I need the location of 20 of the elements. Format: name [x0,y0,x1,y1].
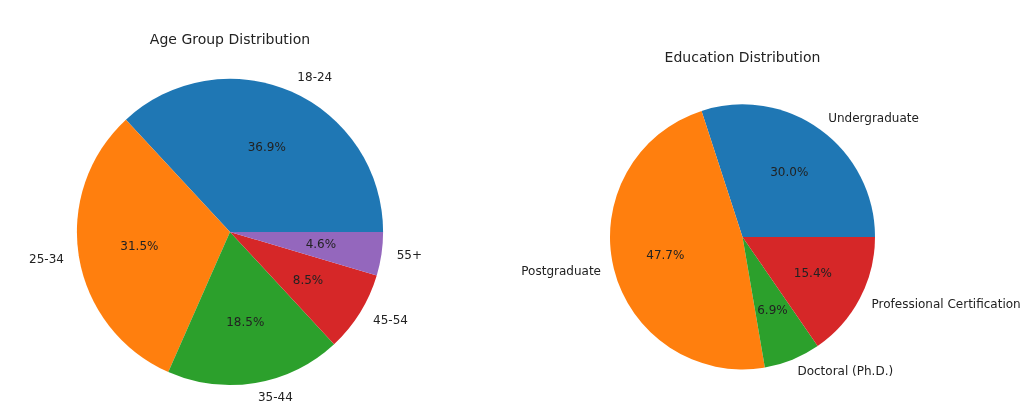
data-label: 6.9% [757,302,788,317]
slice-label: Doctoral (Ph.D.) [797,364,894,379]
data-label: 30.0% [770,164,809,179]
slice-label: Professional Certification [871,296,1021,311]
slice-label: 45-54 [373,312,408,327]
data-label: 18.5% [226,314,265,329]
data-label: 31.5% [120,239,159,254]
data-label: 15.4% [793,266,832,280]
slice-label: 55+ [396,248,422,263]
data-label: 36.9% [247,139,286,154]
data-label: 4.6% [305,237,337,252]
chart-title: Education Distribution [664,49,821,66]
data-label: 8.5% [292,272,324,287]
slice-label: Postgraduate [521,263,601,278]
slice-label: 18-24 [297,69,333,84]
slice-label: Undergraduate [828,111,919,126]
data-label: 47.7% [646,248,685,263]
chart-title: Age Group Distribution [149,31,311,48]
slice-label: 25-34 [29,251,64,266]
slice-label: 35-44 [257,390,293,405]
